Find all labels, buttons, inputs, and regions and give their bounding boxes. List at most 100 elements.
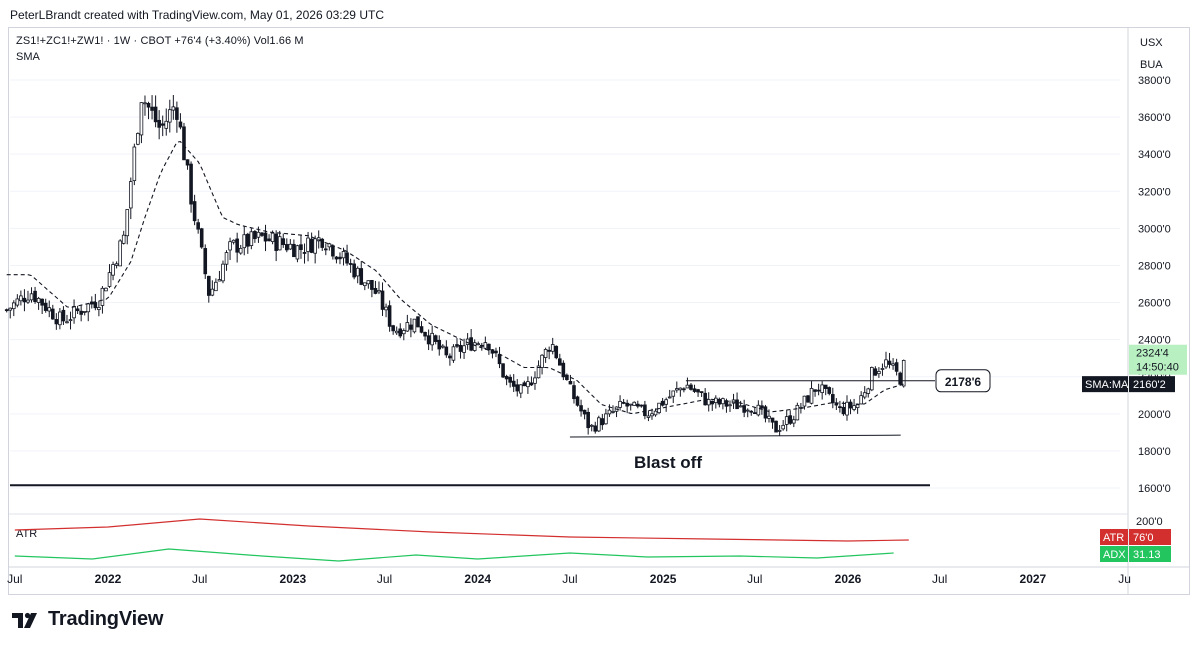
symbol-legend[interactable]: ZS1!+ZC1!+ZW1! · 1W · CBOT +76'4 (+3.40%… [16, 35, 304, 47]
candle[interactable] [348, 258, 353, 273]
candle[interactable] [121, 230, 126, 245]
candle[interactable] [469, 328, 473, 352]
candle[interactable] [249, 228, 254, 250]
candle[interactable] [465, 333, 470, 350]
candle[interactable] [561, 360, 566, 381]
candle[interactable] [302, 243, 307, 264]
candle[interactable] [611, 405, 615, 414]
candle[interactable] [451, 344, 456, 363]
candle[interactable] [487, 343, 491, 355]
candle[interactable] [774, 420, 778, 433]
candle[interactable] [813, 389, 817, 397]
candle[interactable] [788, 410, 793, 425]
candle[interactable] [40, 298, 44, 315]
candle[interactable] [380, 282, 385, 316]
candle[interactable] [444, 340, 449, 358]
candle[interactable] [412, 318, 417, 334]
candle[interactable] [565, 373, 569, 381]
candle[interactable] [628, 403, 633, 411]
candle[interactable] [678, 387, 683, 397]
candle[interactable] [157, 110, 161, 140]
candle[interactable] [203, 244, 208, 279]
candle[interactable] [150, 95, 154, 120]
candle[interactable] [448, 353, 452, 366]
candle[interactable] [504, 374, 509, 386]
candle[interactable] [710, 400, 715, 411]
candle[interactable] [579, 399, 583, 417]
candle[interactable] [604, 408, 608, 425]
candle[interactable] [820, 381, 824, 400]
candle[interactable] [196, 218, 200, 234]
candle[interactable] [320, 237, 325, 251]
candle[interactable] [284, 238, 289, 253]
candle[interactable] [870, 366, 874, 392]
candle[interactable] [107, 264, 112, 288]
candle[interactable] [753, 407, 757, 415]
candle[interactable] [217, 270, 222, 282]
candle[interactable] [749, 410, 754, 416]
candle[interactable] [497, 346, 502, 369]
candle[interactable] [898, 371, 902, 385]
candle[interactable] [26, 290, 30, 304]
candle[interactable] [33, 286, 37, 304]
candle[interactable] [224, 250, 229, 271]
candle[interactable] [377, 281, 381, 295]
candle[interactable] [89, 296, 94, 309]
candle[interactable] [717, 397, 722, 408]
candle[interactable] [8, 307, 13, 319]
candle[interactable] [178, 113, 183, 130]
candle[interactable] [618, 395, 622, 411]
candle[interactable] [245, 232, 250, 254]
candle[interactable] [554, 345, 559, 360]
candle[interactable] [125, 209, 130, 245]
candle[interactable] [82, 311, 87, 316]
candle[interactable] [880, 363, 885, 376]
bua-button[interactable]: BUA [1140, 59, 1163, 71]
candle[interactable] [518, 384, 523, 399]
candle[interactable] [416, 316, 420, 328]
candle[interactable] [104, 287, 108, 292]
candle[interactable] [153, 95, 158, 128]
candle[interactable] [352, 259, 356, 280]
candle[interactable] [792, 415, 796, 428]
candle[interactable] [760, 400, 764, 415]
candle[interactable] [277, 230, 282, 251]
candle[interactable] [260, 232, 264, 237]
candle[interactable] [118, 239, 122, 267]
candle[interactable] [189, 161, 193, 213]
candle[interactable] [79, 304, 83, 322]
candle[interactable] [621, 399, 626, 405]
candle[interactable] [696, 388, 700, 397]
candle[interactable] [58, 307, 62, 330]
candle[interactable] [306, 231, 310, 262]
candle[interactable] [589, 423, 594, 432]
candle[interactable] [430, 325, 434, 351]
candle[interactable] [47, 300, 52, 318]
candle[interactable] [221, 260, 225, 284]
candle[interactable] [667, 389, 672, 399]
candle[interactable] [685, 377, 690, 389]
candle[interactable] [834, 398, 839, 411]
candle[interactable] [614, 406, 619, 418]
candle[interactable] [543, 347, 548, 363]
candle[interactable] [362, 282, 367, 291]
candle[interactable] [806, 394, 810, 403]
candle[interactable] [689, 383, 693, 391]
candle[interactable] [398, 323, 403, 339]
candle[interactable] [458, 340, 463, 359]
candle[interactable] [387, 300, 392, 332]
candle[interactable] [855, 403, 860, 414]
candle[interactable] [572, 381, 576, 404]
candle[interactable] [653, 408, 658, 417]
candle[interactable] [160, 115, 165, 137]
candle[interactable] [185, 159, 190, 170]
candle[interactable] [575, 395, 580, 407]
candle[interactable] [341, 247, 346, 266]
candle[interactable] [597, 415, 601, 433]
candle[interactable] [891, 358, 895, 370]
candle[interactable] [199, 227, 204, 249]
candle[interactable] [238, 244, 243, 255]
candle[interactable] [345, 244, 349, 266]
candle[interactable] [763, 404, 768, 423]
candle[interactable] [43, 298, 48, 313]
